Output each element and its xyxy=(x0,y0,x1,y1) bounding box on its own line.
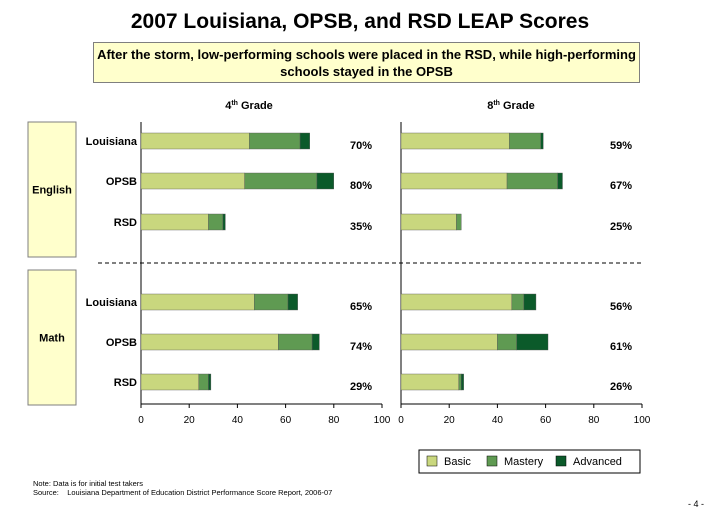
bar-advanced-english-opsb-panel2 xyxy=(557,172,563,190)
bar-advanced-math-rsd-panel2 xyxy=(461,373,464,391)
bar-mastery-english-louisiana-panel1 xyxy=(249,132,301,150)
bar-mastery-math-rsd-panel1 xyxy=(198,373,209,391)
subtitle-box: After the storm, low-performing schools … xyxy=(93,42,640,83)
legend-swatch-advanced xyxy=(555,455,567,467)
bar-advanced-math-opsb-panel2 xyxy=(516,333,549,351)
x-tick-label: 0 xyxy=(138,415,144,426)
bar-basic-english-opsb-panel2 xyxy=(400,172,508,190)
subject-box-math xyxy=(27,269,77,406)
total-label-math-rsd-panel2: 26% xyxy=(610,381,632,393)
page-number: - 4 - xyxy=(687,499,704,509)
bar-basic-math-rsd-panel1 xyxy=(140,373,200,391)
total-label-english-opsb-panel1: 80% xyxy=(350,180,372,192)
bar-advanced-english-rsd-panel1 xyxy=(222,213,226,231)
source-text: Louisiana Department of Education Distri… xyxy=(67,488,333,497)
bar-mastery-english-rsd-panel2 xyxy=(456,213,462,231)
legend-swatch-basic xyxy=(426,455,438,467)
total-label-english-opsb-panel2: 67% xyxy=(610,180,632,192)
x-tick-label: 60 xyxy=(280,415,292,426)
total-label-math-rsd-panel1: 29% xyxy=(350,381,372,393)
bar-mastery-english-rsd-panel1 xyxy=(208,213,224,231)
category-label-math-opsb: OPSB xyxy=(106,337,137,349)
total-label-english-rsd-panel2: 25% xyxy=(610,221,632,233)
bar-mastery-math-opsb-panel2 xyxy=(497,333,517,351)
legend-box xyxy=(418,449,641,474)
total-label-english-rsd-panel1: 35% xyxy=(350,221,372,233)
bar-basic-english-opsb-panel1 xyxy=(140,172,245,190)
x-tick-label: 100 xyxy=(634,415,651,426)
page-title: 2007 Louisiana, OPSB, and RSD LEAP Score… xyxy=(130,10,590,33)
bar-basic-math-opsb-panel2 xyxy=(400,333,498,351)
legend-swatch-mastery xyxy=(486,455,498,467)
category-label-english-rsd: RSD xyxy=(114,217,137,229)
bar-advanced-math-opsb-panel1 xyxy=(311,333,320,351)
x-tick-label: 40 xyxy=(492,415,504,426)
total-label-math-opsb-panel1: 74% xyxy=(350,341,372,353)
bar-basic-english-louisiana-panel1 xyxy=(140,132,250,150)
bar-basic-math-louisiana-panel2 xyxy=(400,293,513,311)
legend-label-mastery: Mastery xyxy=(504,456,544,468)
category-label-english-louisiana: Louisiana xyxy=(86,136,138,148)
x-tick-label: 0 xyxy=(398,415,404,426)
bar-mastery-english-louisiana-panel2 xyxy=(509,132,541,150)
bar-basic-english-rsd-panel1 xyxy=(140,213,209,231)
panel-title-1: 4th Grade xyxy=(225,100,273,112)
subject-label-math: Math xyxy=(39,333,65,345)
source-line: Source: Louisiana Department of Educatio… xyxy=(33,488,332,497)
legend-label-basic: Basic xyxy=(444,456,471,468)
bar-mastery-math-louisiana-panel2 xyxy=(511,293,525,311)
category-label-math-rsd: RSD xyxy=(114,377,137,389)
total-label-english-louisiana-panel2: 59% xyxy=(610,140,632,152)
x-tick-label: 20 xyxy=(444,415,456,426)
category-label-english-opsb: OPSB xyxy=(106,176,137,188)
bar-advanced-math-louisiana-panel2 xyxy=(523,293,537,311)
total-label-math-louisiana-panel2: 56% xyxy=(610,301,632,313)
total-label-math-opsb-panel2: 61% xyxy=(610,341,632,353)
bar-advanced-math-rsd-panel1 xyxy=(208,373,212,391)
bar-mastery-english-opsb-panel1 xyxy=(244,172,318,190)
bar-advanced-english-louisiana-panel1 xyxy=(299,132,310,150)
legend-label-advanced: Advanced xyxy=(573,456,622,468)
bar-advanced-english-louisiana-panel2 xyxy=(540,132,544,150)
x-tick-label: 60 xyxy=(540,415,552,426)
x-tick-label: 80 xyxy=(328,415,340,426)
category-label-math-louisiana: Louisiana xyxy=(86,297,138,309)
bar-mastery-math-louisiana-panel1 xyxy=(254,293,289,311)
bar-mastery-math-rsd-panel2 xyxy=(458,373,462,391)
x-tick-label: 80 xyxy=(588,415,600,426)
x-tick-label: 100 xyxy=(374,415,391,426)
total-label-english-louisiana-panel1: 70% xyxy=(350,140,372,152)
bar-basic-math-opsb-panel1 xyxy=(140,333,279,351)
bar-advanced-english-opsb-panel1 xyxy=(316,172,334,190)
note-text: Note: Data is for initial test takers xyxy=(33,479,144,488)
bar-basic-math-louisiana-panel1 xyxy=(140,293,255,311)
footnote: Note: Data is for initial test takers So… xyxy=(33,479,332,497)
bar-basic-math-rsd-panel2 xyxy=(400,373,460,391)
subject-label-english: English xyxy=(32,185,72,197)
panel-title-2: 8th Grade xyxy=(487,100,535,112)
bar-mastery-english-opsb-panel2 xyxy=(506,172,558,190)
bar-basic-english-louisiana-panel2 xyxy=(400,132,510,150)
bar-advanced-math-louisiana-panel1 xyxy=(287,293,298,311)
source-label: Source: xyxy=(33,488,59,497)
bar-basic-english-rsd-panel2 xyxy=(400,213,457,231)
x-tick-label: 20 xyxy=(184,415,196,426)
subject-box-english xyxy=(27,121,77,258)
x-tick-label: 40 xyxy=(232,415,244,426)
bar-mastery-math-opsb-panel1 xyxy=(278,333,313,351)
total-label-math-louisiana-panel1: 65% xyxy=(350,301,372,313)
